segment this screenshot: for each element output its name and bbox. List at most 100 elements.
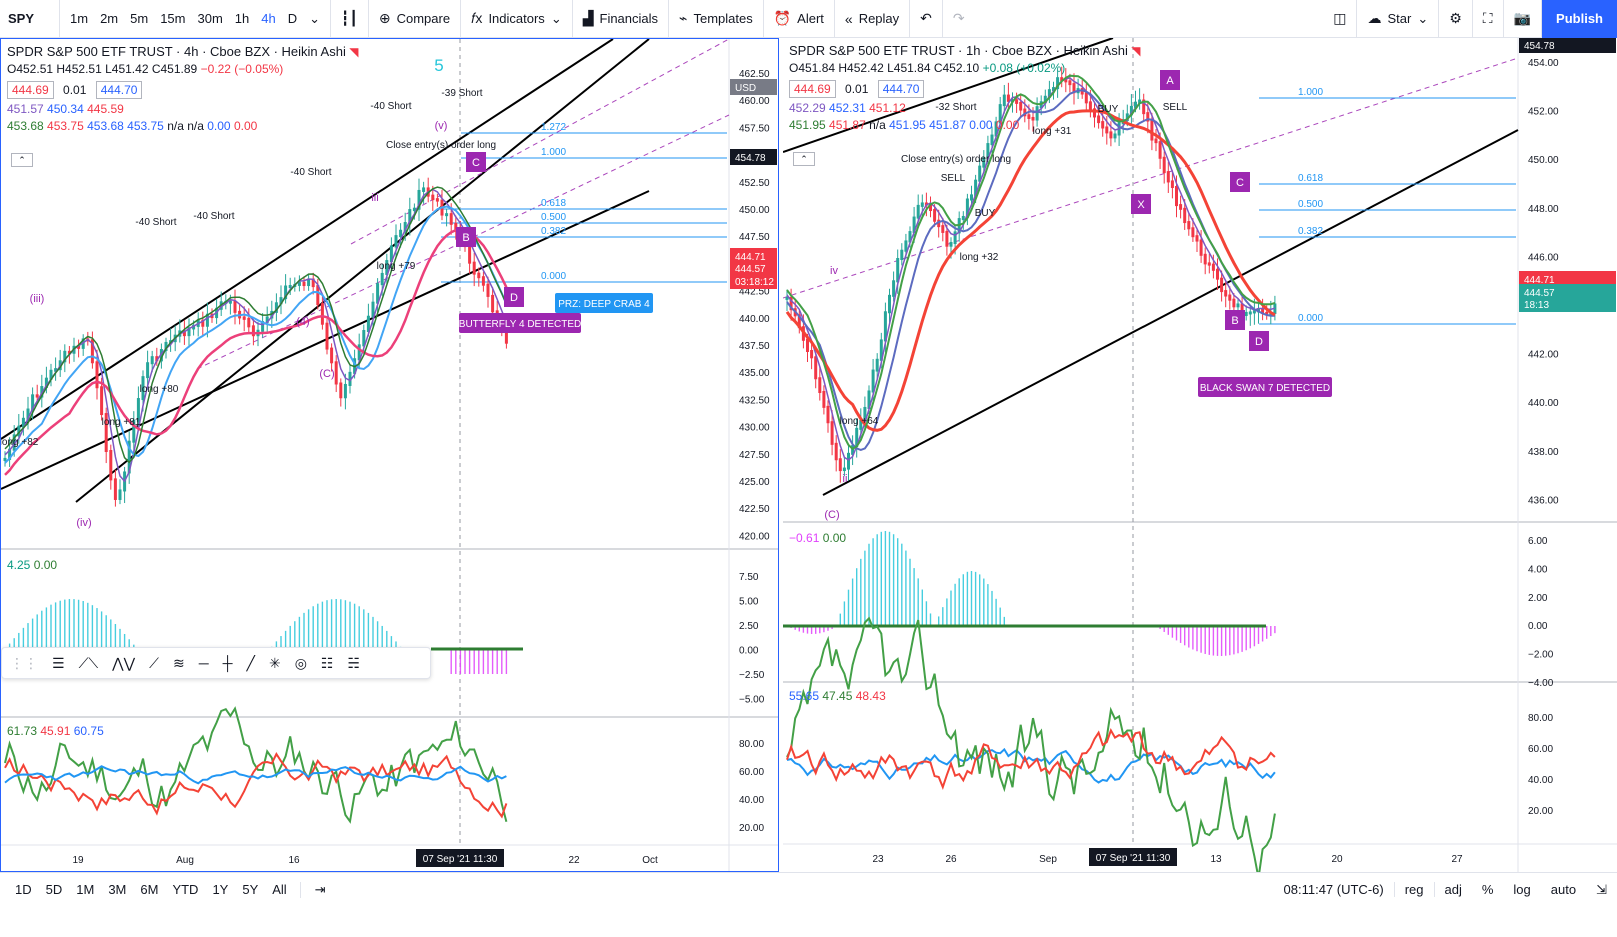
pitchfork-icon[interactable]: ☰ (52, 654, 65, 671)
range-1D[interactable]: 1D (15, 882, 32, 897)
curve-icon[interactable]: ◎ (294, 654, 307, 671)
right-high: H452.42 (838, 61, 884, 75)
price-tick-label: 425.00 (739, 477, 770, 488)
range-6M[interactable]: 6M (140, 882, 159, 897)
price-tick-label: 452.50 (739, 178, 770, 189)
candle-body (334, 361, 338, 385)
tf-15m[interactable]: 15m (160, 10, 186, 26)
scroll-right-icon[interactable]: ⇲ (1596, 881, 1607, 897)
tf-5m[interactable]: 5m (130, 10, 149, 26)
range-YTD[interactable]: YTD (172, 882, 199, 897)
undo-button[interactable]: ↶ (910, 0, 943, 38)
toggle-adj[interactable]: adj (1433, 882, 1472, 897)
elliott-wave-icon[interactable]: ⟋⟍ (78, 654, 99, 671)
snapshot-button[interactable]: 📷 (1504, 0, 1543, 38)
timeframe-group: 1m 2m 5m 15m 30m 1h 4h D ⌄ (60, 0, 332, 38)
left-bid-box[interactable]: 444.69 (7, 81, 54, 99)
settings-button[interactable]: ⚙ (1439, 0, 1473, 38)
right-open: O451.84 (789, 61, 836, 75)
replay-button[interactable]: « Replay (835, 0, 911, 38)
financials-button[interactable]: ▟ Financials (573, 0, 670, 38)
legend-collapse-button[interactable]: ⌃ (11, 153, 33, 167)
tf-2m[interactable]: 2m (100, 10, 119, 26)
candle-body (12, 434, 16, 451)
measure-icon[interactable]: ┼ (222, 655, 233, 671)
redo-button[interactable]: ↷ (943, 0, 975, 38)
compare-button[interactable]: ⊕ Compare (369, 0, 462, 38)
horizontal-line-icon[interactable]: ─ (198, 655, 209, 671)
candle-body (1265, 311, 1269, 316)
range-icon[interactable]: ☷ (320, 654, 334, 671)
trade-label: long +82 (1, 437, 39, 448)
time-tick-label: 23 (872, 854, 884, 865)
tf-30m[interactable]: 30m (197, 10, 223, 26)
right-chart-title[interactable]: SPDR S&P 500 ETF TRUST · 1h · Cboe BZX ·… (789, 43, 1128, 58)
symbol-search[interactable]: SPY (0, 0, 60, 38)
candle-body (454, 222, 458, 232)
range-5D[interactable]: 5D (45, 882, 63, 897)
clock-time[interactable]: 08:11:47 (UTC-6) (1283, 882, 1384, 897)
range-1M[interactable]: 1M (76, 882, 95, 897)
time-tick-label: Aug (176, 855, 194, 866)
right-ask-box[interactable]: 444.70 (877, 80, 925, 98)
legend-collapse-button-right[interactable]: ⌃ (793, 152, 815, 166)
star-button[interactable]: ☁ Star ⌄ (1357, 0, 1440, 38)
drag-handle-icon[interactable]: ⋮⋮ (10, 654, 38, 671)
trade-label: long +79 (377, 261, 416, 272)
toggle-log[interactable]: log (1513, 882, 1531, 897)
candle-body (970, 194, 973, 201)
templates-button[interactable]: ⌁ Templates (669, 0, 764, 38)
pane-bg (783, 38, 1617, 872)
drawing-toolbar[interactable]: ⋮⋮ ☰ ⟋⟍ ⋀⋁ ⟋ ≋ ─ ┼ ╱ ✳ ◎ ☷ ☵ (1, 647, 431, 679)
toggle-percent[interactable]: % (1481, 882, 1494, 897)
range-3M[interactable]: 3M (108, 882, 127, 897)
redo-icon: ↷ (952, 10, 965, 26)
price-tick-label: 432.50 (739, 395, 770, 406)
indicators-button[interactable]: 𝑓x Indicators ⌄ (461, 0, 573, 38)
goto-date-icon[interactable]: ⇥ (299, 881, 333, 898)
candle-body (357, 344, 361, 361)
pattern-point-label: B (1231, 315, 1238, 327)
publish-button[interactable]: Publish (1542, 0, 1617, 38)
trend-line-icon[interactable]: ⟋ (149, 654, 159, 671)
range-5Y[interactable]: 5Y (242, 882, 259, 897)
range-1Y[interactable]: 1Y (212, 882, 229, 897)
range-All[interactable]: All (272, 882, 287, 897)
crosshair-time-bg (416, 849, 504, 867)
rsi-line (786, 727, 1276, 790)
tf-D[interactable]: D (287, 10, 298, 26)
toggle-auto[interactable]: auto (1550, 882, 1577, 897)
right-chart-pane[interactable]: 454.00452.00450.00448.00446.00444.00442.… (783, 38, 1617, 872)
pattern-point-marker (1131, 194, 1151, 214)
plus-circle-icon: ⊕ (378, 10, 391, 26)
rsi-tick-label: 20.00 (1528, 806, 1553, 817)
left-ask-box[interactable]: 444.70 (95, 81, 143, 99)
right-chart-canvas[interactable]: 454.00452.00450.00448.00446.00444.00442.… (783, 38, 1617, 872)
chevron-down-icon[interactable]: ⌄ (309, 10, 321, 26)
left-ma2-v1: 453.68 (7, 119, 44, 133)
left-chart-canvas[interactable]: 462.50460.00457.50455.00452.50450.00447.… (1, 39, 779, 872)
left-change: −0.22 (−0.05%) (200, 62, 284, 76)
layout-button[interactable]: ◫ (1323, 0, 1358, 38)
right-bid-box[interactable]: 444.69 (789, 80, 836, 98)
pattern-point-marker (1225, 310, 1245, 330)
pattern-label-bg (459, 313, 581, 333)
alert-button[interactable]: ⏰ Alert (764, 0, 835, 38)
left-chart-pane[interactable]: 462.50460.00457.50455.00452.50450.00447.… (0, 38, 779, 872)
session-reg[interactable]: reg (1393, 882, 1434, 897)
tf-4h[interactable]: 4h (261, 10, 276, 26)
xabcd-pattern-icon[interactable]: ⋀⋁ (112, 654, 136, 671)
fullscreen-button[interactable]: ⛶ (1473, 0, 1504, 38)
candle-body (1183, 207, 1187, 224)
ray-icon[interactable]: ╱ (246, 654, 255, 671)
candle-body (302, 281, 306, 287)
tf-1h[interactable]: 1h (234, 10, 250, 26)
fib-retracement-icon[interactable]: ≋ (172, 654, 185, 671)
left-chart-title[interactable]: SPDR S&P 500 ETF TRUST · 4h · Cboe BZX ·… (7, 44, 346, 59)
tf-1m[interactable]: 1m (70, 10, 89, 26)
candle-body (879, 339, 883, 361)
candle-body (187, 327, 191, 337)
pattern-icon[interactable]: ✳ (268, 654, 281, 671)
settings-list-icon[interactable]: ☵ (347, 654, 361, 671)
chart-type-button[interactable]: ┇┃ (331, 0, 369, 38)
